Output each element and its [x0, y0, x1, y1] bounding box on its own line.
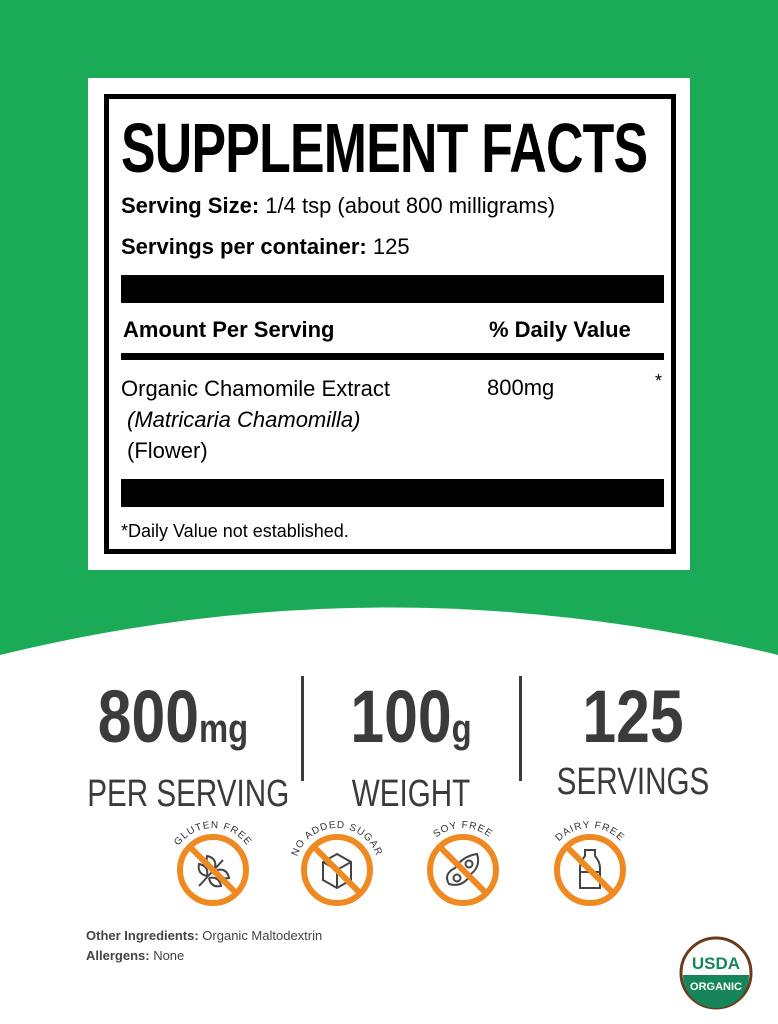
allergens: Allergens: None [86, 948, 185, 963]
badge-soy-free: SOY FREE [427, 820, 499, 906]
supplement-facts-panel: SUPPLEMENT FACTS Serving Size: 1/4 tsp (… [88, 78, 690, 570]
badge-dairy-free: DAIRY FREE [553, 820, 626, 906]
badge-label: GLUTEN FREE [172, 820, 254, 848]
serving-size: Serving Size: 1/4 tsp (about 800 milligr… [121, 193, 556, 218]
badge-gluten-free: GLUTEN FREE [172, 820, 254, 906]
dv-header: % Daily Value [489, 317, 631, 342]
soybean-icon [446, 852, 480, 886]
ingredient-name: Organic Chamomile Extract [121, 376, 390, 401]
wheat-icon [197, 854, 231, 888]
stat-divider [519, 676, 522, 781]
ingredient-amount: 800mg [487, 375, 555, 400]
stat-servings: 125 SERVINGS [556, 675, 710, 803]
svg-text:USDA: USDA [692, 954, 740, 973]
ingredient-dv: * [655, 371, 663, 391]
other-ingredients: Other Ingredients: Organic Maltodextrin [86, 928, 323, 943]
ingredient-row: Organic Chamomile Extract (Matricaria Ch… [121, 373, 390, 466]
svg-text:ORGANIC: ORGANIC [690, 981, 742, 993]
stat-per-serving: 800mg PER SERVING [87, 675, 290, 815]
ingredient-latin: (Matricaria Chamomilla) [127, 407, 361, 432]
servings-per-container: Servings per container: 125 [121, 234, 410, 259]
facts-title: SUPPLEMENT FACTS [121, 109, 648, 187]
stat-divider [301, 676, 304, 781]
usda-organic-seal: USDA ORGANIC [679, 936, 753, 1010]
ingredient-part: (Flower) [127, 438, 208, 463]
badge-label: DAIRY FREE [553, 820, 626, 844]
divider-bar [121, 479, 664, 507]
badge-no-added-sugar: NO ADDED SUGAR [290, 820, 383, 906]
amount-header: Amount Per Serving [123, 317, 335, 342]
stat-weight: 100g WEIGHT [350, 675, 472, 815]
divider-bar [121, 353, 664, 360]
divider-bar [121, 275, 664, 303]
footnote: *Daily Value not established. [121, 521, 349, 541]
